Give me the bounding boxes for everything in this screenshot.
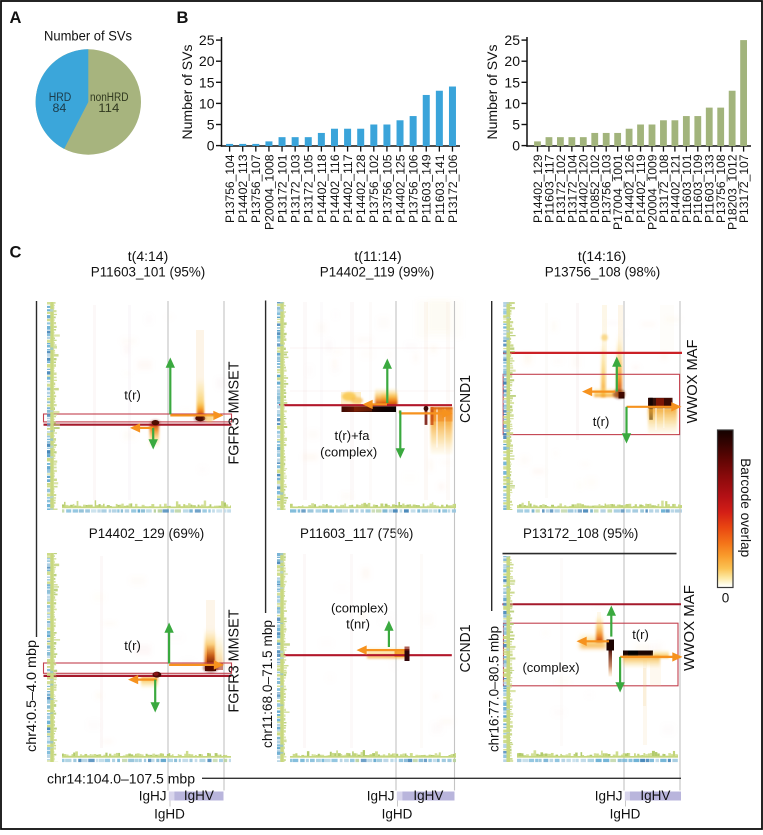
svg-text:CCND1: CCND1 (458, 625, 474, 673)
svg-text:t(r): t(r) (632, 627, 649, 642)
svg-text:chr14:104.0–107.5 mbp: chr14:104.0–107.5 mbp (47, 771, 195, 787)
svg-text:20: 20 (199, 53, 215, 69)
svg-text:P14402_116: P14402_116 (328, 154, 342, 223)
svg-text:(complex): (complex) (522, 660, 579, 675)
svg-text:t(r)+fa: t(r)+fa (334, 428, 370, 443)
svg-text:P20004_1008: P20004_1008 (262, 154, 276, 230)
svg-text:t(r): t(r) (593, 414, 610, 429)
svg-text:P13172_101: P13172_101 (275, 154, 289, 223)
svg-text:B: B (177, 9, 189, 27)
svg-text:WWOX MAF: WWOX MAF (685, 339, 701, 423)
svg-text:P13756_106: P13756_106 (407, 154, 421, 223)
svg-text:P13756_102: P13756_102 (367, 154, 381, 223)
svg-text:IgHJ: IgHJ (367, 789, 395, 804)
svg-text:Number of SVs: Number of SVs (485, 44, 500, 139)
svg-text:IgHJ: IgHJ (139, 789, 167, 804)
svg-text:IgHV: IgHV (184, 788, 214, 803)
svg-text:CCND1: CCND1 (458, 375, 474, 423)
svg-text:Barcode overlap: Barcode overlap (738, 458, 753, 557)
svg-text:(complex): (complex) (320, 445, 377, 460)
svg-text:15: 15 (199, 74, 215, 90)
svg-text:P13172_106: P13172_106 (446, 154, 460, 223)
svg-text:0: 0 (722, 591, 730, 606)
svg-text:IgHV: IgHV (413, 788, 443, 803)
svg-text:P14402_119 (99%): P14402_119 (99%) (320, 265, 434, 280)
svg-text:P14402_117: P14402_117 (341, 154, 355, 223)
svg-text:84: 84 (53, 101, 67, 115)
svg-text:chr4:0.5–4.0 mbp: chr4:0.5–4.0 mbp (23, 640, 39, 752)
svg-text:P14402_129 (69%): P14402_129 (69%) (89, 526, 204, 541)
svg-text:t(11:14): t(11:14) (354, 248, 401, 264)
svg-text:IgHD: IgHD (382, 807, 413, 822)
svg-text:5: 5 (512, 117, 520, 133)
svg-text:P14402_128: P14402_128 (354, 154, 368, 223)
svg-text:WWOX MAF: WWOX MAF (682, 585, 698, 671)
svg-text:P13172_107: P13172_107 (737, 154, 751, 223)
svg-text:P14402_118: P14402_118 (315, 154, 329, 223)
svg-text:IgHJ: IgHJ (595, 789, 623, 804)
svg-text:chr11:68.0–71.5 mbp: chr11:68.0–71.5 mbp (259, 620, 275, 748)
svg-text:P13172_105: P13172_105 (302, 154, 316, 223)
svg-text:25: 25 (199, 32, 215, 48)
svg-text:t(r): t(r) (124, 388, 141, 403)
svg-text:t(4:14): t(4:14) (128, 248, 168, 264)
svg-text:P13756_108 (98%): P13756_108 (98%) (545, 265, 660, 280)
svg-text:t(r): t(r) (124, 638, 141, 653)
svg-text:P13172_108 (95%): P13172_108 (95%) (523, 526, 638, 541)
svg-text:25: 25 (504, 32, 520, 48)
svg-text:P11603_101 (95%): P11603_101 (95%) (91, 265, 205, 280)
svg-text:5: 5 (207, 117, 215, 133)
svg-text:15: 15 (504, 74, 520, 90)
svg-text:t(14:16): t(14:16) (578, 248, 626, 264)
svg-text:20: 20 (504, 53, 520, 69)
svg-text:114: 114 (98, 101, 119, 115)
svg-text:IgHD: IgHD (154, 807, 185, 822)
svg-text:0: 0 (512, 138, 520, 154)
svg-text:10: 10 (504, 95, 520, 111)
svg-text:P14402_125: P14402_125 (393, 154, 407, 223)
svg-text:Number of SVs: Number of SVs (44, 29, 132, 44)
svg-text:P14402_113: P14402_113 (236, 154, 250, 223)
svg-text:chr16:77.0–80.5 mbp: chr16:77.0–80.5 mbp (486, 626, 502, 752)
svg-text:t(nr): t(nr) (346, 617, 370, 632)
svg-text:IgHV: IgHV (640, 788, 670, 803)
svg-text:P13756_105: P13756_105 (380, 154, 394, 223)
svg-text:A: A (10, 9, 22, 27)
svg-text:Number of SVs: Number of SVs (180, 44, 195, 139)
svg-text:P11603_149: P11603_149 (420, 154, 434, 223)
svg-text:10: 10 (199, 95, 215, 111)
svg-text:IgHD: IgHD (610, 807, 641, 822)
svg-text:P11603_141: P11603_141 (433, 154, 447, 223)
svg-text:P13756_104: P13756_104 (223, 154, 237, 223)
svg-text:P13172_103: P13172_103 (289, 154, 303, 223)
svg-text:(complex): (complex) (331, 601, 388, 616)
svg-text:FGFR3 MMSET: FGFR3 MMSET (227, 361, 243, 464)
svg-text:C: C (10, 244, 22, 262)
svg-text:0: 0 (207, 138, 215, 154)
svg-text:P13756_107: P13756_107 (249, 154, 263, 223)
svg-text:FGFR3 MMSET: FGFR3 MMSET (227, 609, 243, 712)
